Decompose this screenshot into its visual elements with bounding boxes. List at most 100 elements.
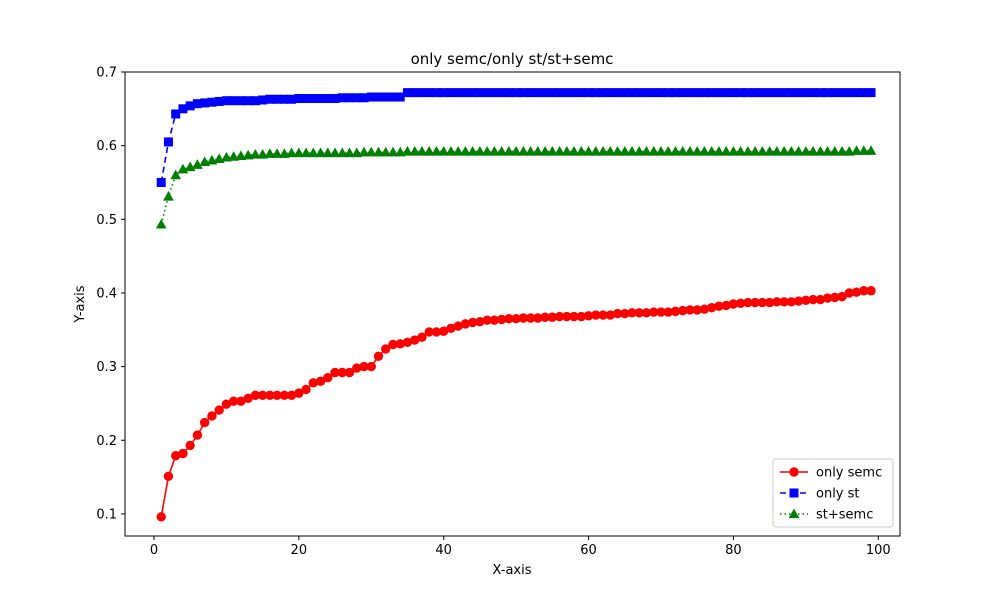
data-point [554,146,565,156]
data-point [373,351,384,361]
data-point [677,146,689,156]
x-tick-label: 20 [291,543,308,558]
data-point [213,153,225,164]
data-point [670,146,681,156]
series-only-semc [156,286,876,522]
legend-marker [788,508,800,519]
data-point [336,147,348,158]
data-point [394,146,406,157]
data-point [843,146,855,156]
data-point [866,286,876,296]
data-point [344,147,355,158]
data-point [851,145,862,155]
data-point [612,146,623,156]
data-point [793,146,804,156]
data-point [381,344,391,354]
data-point [423,146,435,156]
data-point [344,367,355,378]
data-point [214,405,224,415]
series-only-st [156,88,876,187]
data-point [271,148,283,158]
data-point [546,146,558,156]
y-tick-label: 0.7 [96,66,117,81]
data-point [373,146,384,157]
data-point [417,332,427,342]
data-point [402,146,413,156]
data-point [365,146,377,157]
data-point [163,137,173,147]
data-point [467,146,479,156]
legend-marker [789,467,799,477]
data-point [633,146,645,156]
data-point [300,147,312,158]
data-point [858,145,870,155]
data-point [590,146,602,156]
data-point [199,417,210,428]
data-point [749,146,761,156]
data-point [568,146,580,156]
data-point [307,147,319,158]
data-point [387,146,399,157]
y-axis: 0.1 0.2 0.3 0.4 0.5 0.6 0.7 [96,66,125,522]
plot-area [155,88,877,522]
data-point [583,146,594,156]
data-point [706,146,718,156]
data-point [192,430,203,440]
data-point [866,88,876,98]
data-point [416,146,428,156]
x-tick-label: 100 [866,543,891,558]
data-point [474,146,486,156]
data-point [865,145,877,155]
data-point [206,154,218,165]
legend-label: only st [816,487,860,502]
data-point [619,146,631,156]
data-point [199,156,211,166]
chart-title: only semc/only st/st+semc [411,50,614,68]
data-point [662,146,674,156]
data-point [163,190,174,201]
y-tick-label: 0.4 [96,286,117,301]
data-point [366,361,376,372]
data-point [757,146,768,156]
data-point [641,146,652,156]
legend-label: st+semc [816,508,873,523]
data-point [171,109,181,119]
data-point [322,147,334,158]
data-point [257,148,268,159]
data-point [178,448,188,459]
data-point [460,146,471,156]
x-tick-label: 60 [580,543,597,558]
x-tick-label: 80 [725,543,742,558]
data-point [315,147,326,158]
legend-marker [789,488,799,498]
data-point [822,146,833,156]
data-point [575,146,587,156]
data-point [807,146,819,156]
data-point [156,512,166,522]
data-point [800,146,812,156]
y-tick-label: 0.1 [96,507,117,522]
data-point [648,146,660,156]
series-st-semc [155,145,877,229]
data-point [829,146,841,156]
data-point [496,146,507,156]
data-point [315,376,326,387]
data-point [655,146,667,156]
y-tick-label: 0.2 [96,434,117,449]
data-point [358,146,370,157]
data-point [250,148,261,159]
data-point [532,146,544,156]
data-point [301,384,311,395]
data-point [293,147,305,158]
x-axis: 0 20 40 60 80 100 [150,536,891,558]
data-point [836,146,848,156]
y-tick-label: 0.3 [96,360,117,375]
data-point [409,146,421,156]
legend-label: only semc [816,466,882,481]
data-point [286,147,297,158]
data-point [170,169,182,180]
data-point [185,440,195,451]
data-point [294,388,304,398]
